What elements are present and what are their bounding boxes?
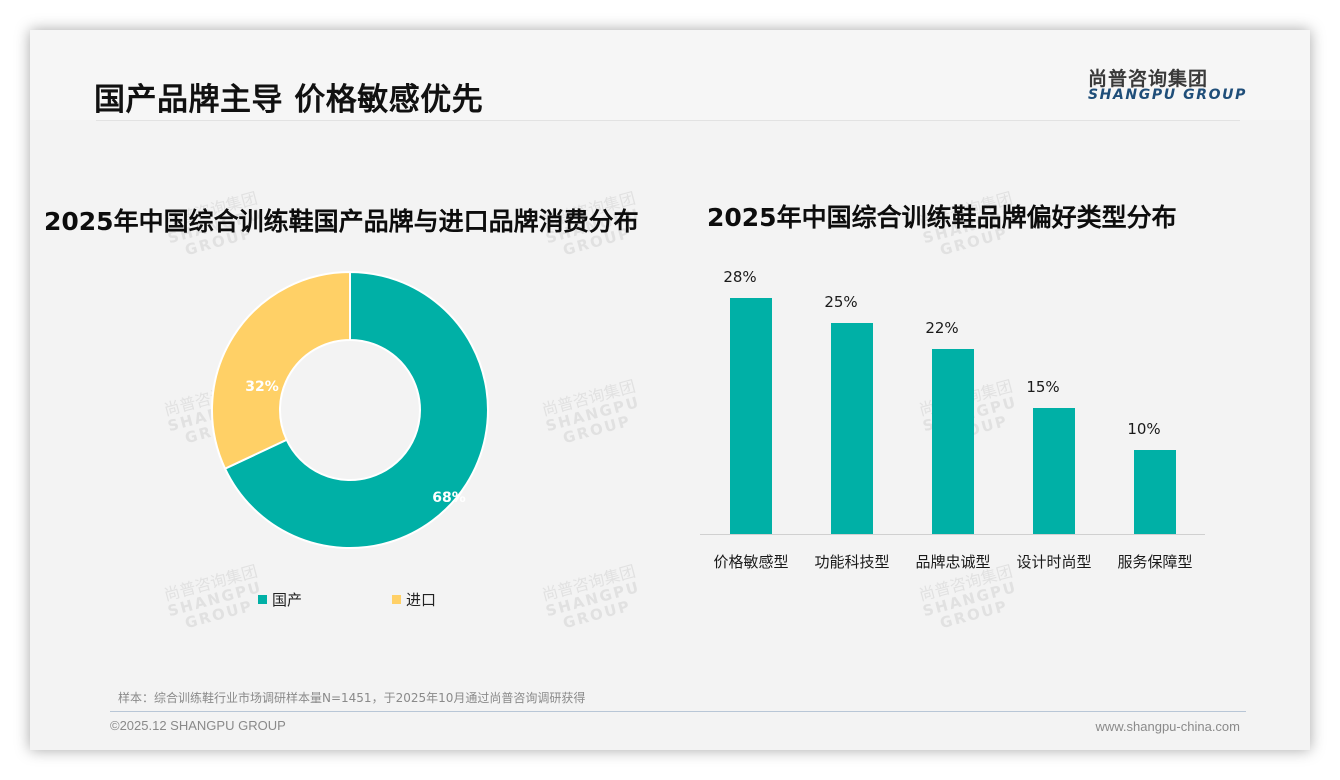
page-title: 国产品牌主导 价格敏感优先 xyxy=(94,82,484,118)
legend-label: 国产 xyxy=(272,591,303,609)
x-axis-line xyxy=(700,534,1205,535)
bar-price-sensitive xyxy=(730,298,772,534)
sample-note: 样本：综合训练鞋行业市场调研样本量N=1451，于2025年10月通过尚普咨询调… xyxy=(118,691,586,705)
bar-value: 22% xyxy=(925,319,959,337)
legend-swatch-teal-icon xyxy=(258,595,267,604)
bar-value: 15% xyxy=(1026,378,1060,396)
bar-category-label: 品牌忠诚型 xyxy=(915,553,991,571)
bar-category-label: 服务保障型 xyxy=(1117,553,1193,571)
company-logo-cn: 尚普咨询集团 xyxy=(1088,68,1209,90)
slide: 尚普咨询集团 SHANGPU GROUP 尚普咨询集团 SHANGPU GROUP … xyxy=(30,30,1310,750)
bar-category-label: 价格敏感型 xyxy=(713,553,789,571)
bar-brand-loyalty xyxy=(932,349,974,534)
legend-swatch-yellow-icon xyxy=(392,595,401,604)
bar-value: 28% xyxy=(723,268,757,286)
bar-value: 10% xyxy=(1127,420,1161,438)
donut-label-import: 32% xyxy=(245,379,279,395)
header-divider xyxy=(96,120,1240,121)
donut-slice-import xyxy=(211,270,351,470)
legend-item-domestic: 国产 xyxy=(258,589,302,610)
donut-chart-title: 2025年中国综合训练鞋国产品牌与进口品牌消费分布 xyxy=(44,207,639,236)
bar-service-guarantee xyxy=(1134,450,1176,534)
company-logo-en: SHANGPU GROUP xyxy=(1088,87,1247,103)
legend-label: 进口 xyxy=(406,591,437,609)
bar-design-fashion xyxy=(1033,408,1075,534)
donut-label-domestic: 68% xyxy=(432,490,466,506)
donut-slice-domestic xyxy=(223,270,489,549)
website-link[interactable]: www.shangpu-china.com xyxy=(1095,719,1240,734)
header-band xyxy=(30,30,1310,120)
bar-function-tech xyxy=(831,323,873,534)
bar-chart-title: 2025年中国综合训练鞋品牌偏好类型分布 xyxy=(707,203,1177,232)
bar-category-label: 功能科技型 xyxy=(814,553,890,571)
bar-category-label: 设计时尚型 xyxy=(1016,553,1092,571)
bar-value: 25% xyxy=(824,293,858,311)
bar-chart: 28% 25% 22% 15% 10% 价格敏感型 功能科技型 品牌忠诚型 设计… xyxy=(700,260,1210,580)
copyright: ©2025.12 SHANGPU GROUP xyxy=(110,718,286,733)
footer-divider xyxy=(110,711,1246,712)
legend-item-import: 进口 xyxy=(392,589,436,610)
donut-chart: 68% 32% xyxy=(211,270,489,549)
